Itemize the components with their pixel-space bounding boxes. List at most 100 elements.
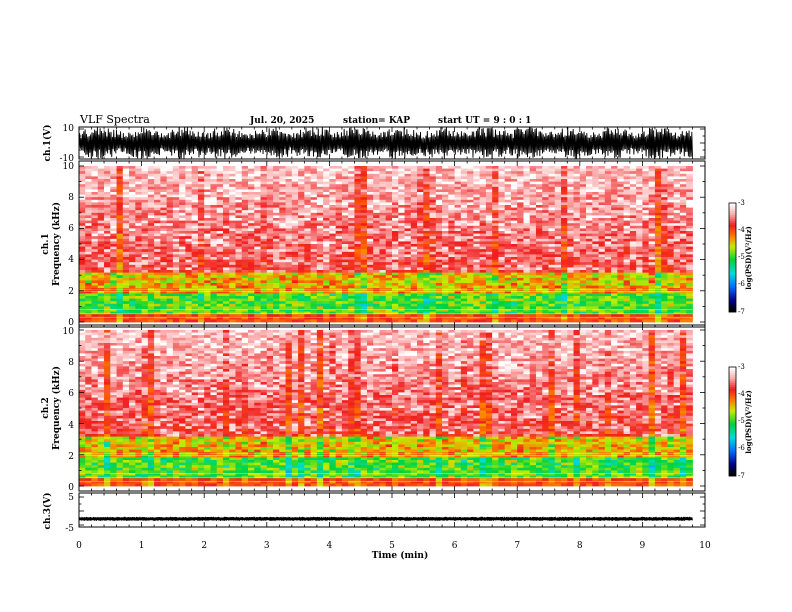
spectrogram-cell [248, 251, 255, 255]
spectrogram-cell [185, 296, 193, 299]
spectrogram-cell [392, 173, 399, 177]
spectrogram-cell [310, 231, 318, 234]
spectrogram-cell [567, 296, 574, 299]
spectrogram-cell [141, 231, 149, 234]
spectrogram-cell [517, 192, 524, 195]
spectrogram-cell [579, 314, 587, 318]
spectrogram-cell [329, 168, 337, 172]
spectrogram-cell [523, 194, 531, 198]
spectrogram-cell [304, 173, 312, 177]
spectrogram-cell [235, 205, 243, 208]
spectrogram-cell [529, 220, 537, 224]
spectrogram-cell [429, 285, 437, 289]
spectrogram-cell [473, 254, 481, 258]
spectrogram-cell [366, 267, 374, 271]
spectrogram-cell [554, 275, 562, 279]
spectrogram-cell [216, 264, 224, 268]
spectrogram-cell [498, 166, 506, 169]
spectrogram-cell [354, 199, 362, 203]
spectrogram-cell [485, 264, 493, 268]
spectrogram-cell [129, 257, 136, 260]
spectrogram-cell [316, 168, 324, 172]
spectrogram-cell [154, 244, 161, 247]
spectrogram-cell [442, 288, 449, 292]
spectrogram-cell [316, 277, 324, 281]
spectrogram-cell [147, 181, 155, 185]
spectrogram-cell [285, 202, 293, 206]
spectrogram-cell [423, 244, 430, 247]
spectrogram-cell [373, 233, 380, 237]
spectrogram-cell [191, 210, 199, 214]
spectrogram-cell [298, 186, 305, 190]
spectrogram-cell [485, 218, 493, 221]
spectrogram-cell [398, 215, 405, 219]
spectrogram-cell [110, 194, 117, 198]
spectrogram-cell [285, 171, 293, 175]
spectrogram-cell [285, 316, 293, 320]
spectrogram-cell [517, 298, 524, 302]
spectrogram-cell [166, 319, 174, 323]
spectrogram-cell [535, 288, 543, 292]
spectrogram-cell [398, 176, 405, 180]
spectrogram-cell [147, 241, 155, 245]
spectrogram-cell [254, 251, 261, 255]
spectrogram-cell [454, 236, 462, 240]
spectrogram-cell [404, 311, 412, 315]
spectrogram-cell [479, 283, 487, 286]
spectrogram-cell [360, 225, 368, 229]
spectrogram-cell [567, 257, 574, 260]
spectrogram-cell [535, 249, 543, 253]
spectrogram-cell [291, 298, 299, 302]
spectrogram-cell [273, 251, 280, 255]
spectrogram-cell [104, 166, 111, 169]
spectrogram-cell [222, 280, 230, 284]
spectrogram-cell [529, 192, 537, 195]
spectrogram-cell [417, 171, 424, 175]
spectrogram-cell [266, 244, 274, 247]
spectrogram-cell [85, 288, 92, 292]
spectrogram-cell [273, 202, 280, 206]
spectrogram-cell [479, 202, 487, 206]
spectrogram-cell [579, 249, 587, 253]
spectrogram-cell [291, 210, 299, 214]
spectrogram-cell [435, 238, 443, 242]
spectrogram-cell [561, 236, 568, 240]
spectrogram-cell [85, 223, 92, 227]
spectrogram-cell [492, 257, 499, 260]
spectrogram-cell [523, 301, 531, 305]
spectrogram-cell [385, 179, 393, 182]
spectrogram-cell [85, 259, 92, 263]
spectrogram-cell [122, 296, 130, 299]
spectrogram-cell [392, 259, 399, 263]
spectrogram-cell [260, 301, 268, 305]
spectrogram-cell [323, 303, 330, 307]
spectrogram-cell [191, 293, 199, 297]
spectrogram-cell [460, 288, 468, 292]
spectrogram-cell [323, 218, 330, 221]
spectrogram-cell [535, 270, 543, 273]
spectrogram-cell [135, 267, 142, 271]
spectrogram-cell [185, 171, 193, 175]
spectrogram-cell [210, 298, 218, 302]
spectrogram-cell [573, 215, 581, 219]
spectrogram-cell [197, 249, 205, 253]
spectrogram-cell [341, 264, 349, 268]
spectrogram-cell [222, 233, 230, 237]
spectrogram-cell [479, 192, 487, 195]
spectrogram-cell [485, 215, 493, 219]
spectrogram-cell [485, 257, 493, 260]
spectrogram-cell [573, 228, 581, 232]
spectrogram-cell [135, 218, 142, 221]
spectrogram-cell [454, 166, 462, 169]
spectrogram-cell [448, 194, 455, 198]
spectrogram-cell [442, 184, 449, 188]
spectrogram-cell [548, 267, 556, 271]
spectrogram-cell [97, 194, 105, 198]
spectrogram-cell [185, 192, 193, 195]
spectrogram-cell [498, 231, 506, 234]
spectrogram-cell [404, 259, 412, 263]
spectrogram-cell [285, 290, 293, 294]
spectrogram-cell [517, 314, 524, 318]
spectrogram-cell [85, 225, 92, 229]
